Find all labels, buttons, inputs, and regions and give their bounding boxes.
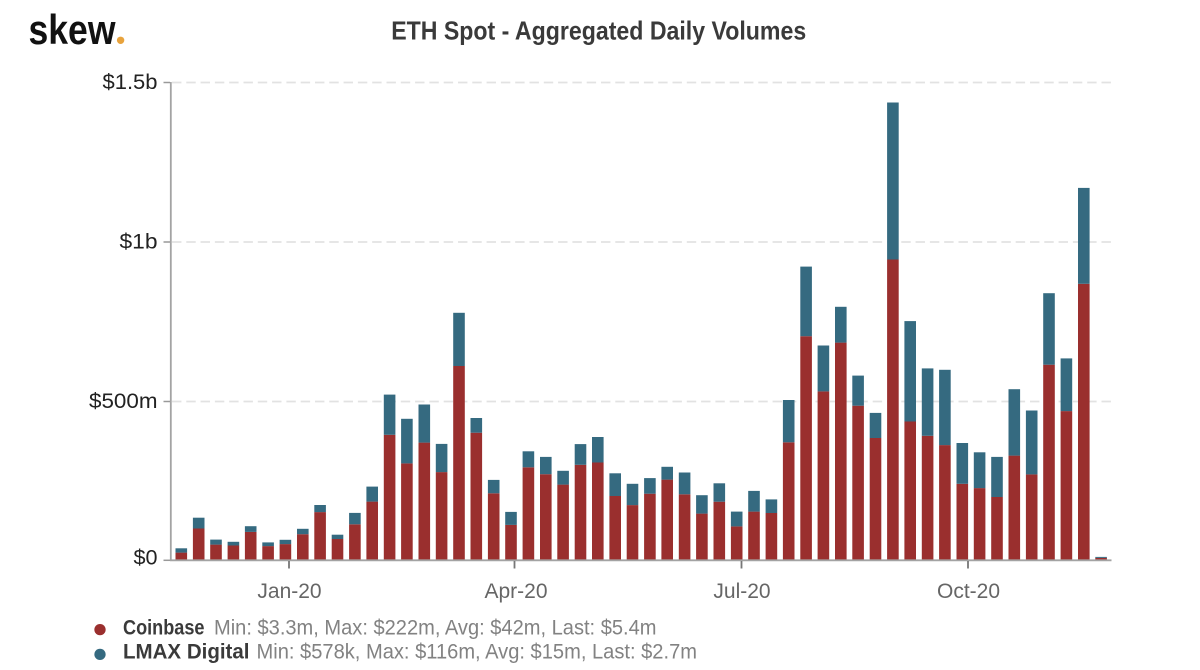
svg-text:ETH Spot - Aggregated Daily Vo: ETH Spot - Aggregated Daily Volumes	[391, 15, 806, 45]
svg-text:$500m: $500m	[89, 390, 158, 413]
svg-text:$1b: $1b	[120, 231, 158, 254]
svg-text:Oct-20: Oct-20	[937, 580, 1000, 603]
svg-text:Apr-20: Apr-20	[484, 580, 547, 603]
svg-text:skew: skew	[29, 6, 116, 53]
svg-text:Coinbase: Coinbase	[123, 617, 205, 640]
svg-text:$0: $0	[134, 547, 158, 570]
svg-text:Min: $578k, Max: $116m, Avg: $: Min: $578k, Max: $116m, Avg: $15m, Last:…	[257, 641, 698, 664]
svg-text:LMAX Digital: LMAX Digital	[123, 641, 250, 664]
svg-text:Min: $3.3m, Max: $222m, Avg: $: Min: $3.3m, Max: $222m, Avg: $42m, Last:…	[214, 617, 657, 640]
svg-text:$1.5b: $1.5b	[103, 71, 158, 94]
svg-text:Jan-20: Jan-20	[257, 580, 321, 603]
svg-text:Jul-20: Jul-20	[713, 580, 770, 603]
